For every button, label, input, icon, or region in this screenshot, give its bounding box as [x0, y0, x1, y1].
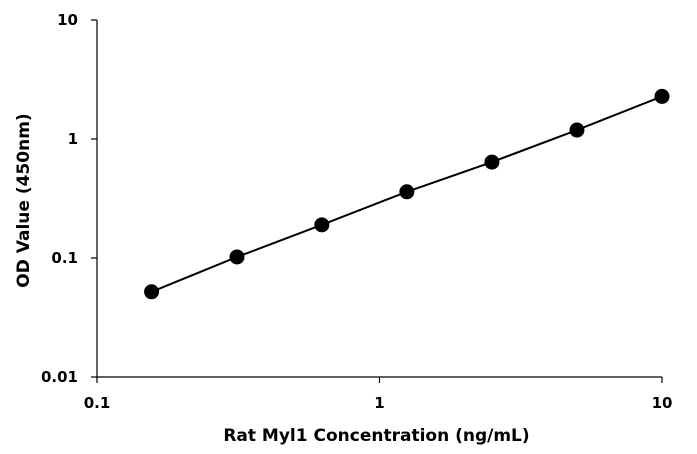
data-points — [144, 88, 670, 300]
y-tick-label: 1 — [68, 130, 78, 148]
y-axis-label: OD Value (450nm) — [14, 113, 34, 287]
data-point — [144, 284, 160, 300]
x-tick-label: 0.1 — [84, 394, 111, 412]
data-point — [399, 184, 415, 200]
axes — [96, 20, 662, 378]
x-axis-label: Rat Myl1 Concentration (ng/mL) — [223, 426, 529, 446]
x-tick-label: 10 — [652, 394, 673, 412]
y-ticks: 0.01 0.1 1 10 — [41, 11, 97, 386]
x-tick-label: 1 — [374, 394, 384, 412]
y-tick-label: 0.01 — [41, 368, 78, 386]
y-tick-label: 0.1 — [51, 249, 78, 267]
data-point — [569, 122, 585, 138]
data-point — [314, 217, 330, 233]
data-point — [484, 154, 500, 170]
y-tick-label: 10 — [57, 11, 78, 29]
data-point — [229, 249, 245, 265]
data-point — [654, 88, 670, 104]
x-ticks: 0.1 1 10 — [84, 377, 673, 412]
